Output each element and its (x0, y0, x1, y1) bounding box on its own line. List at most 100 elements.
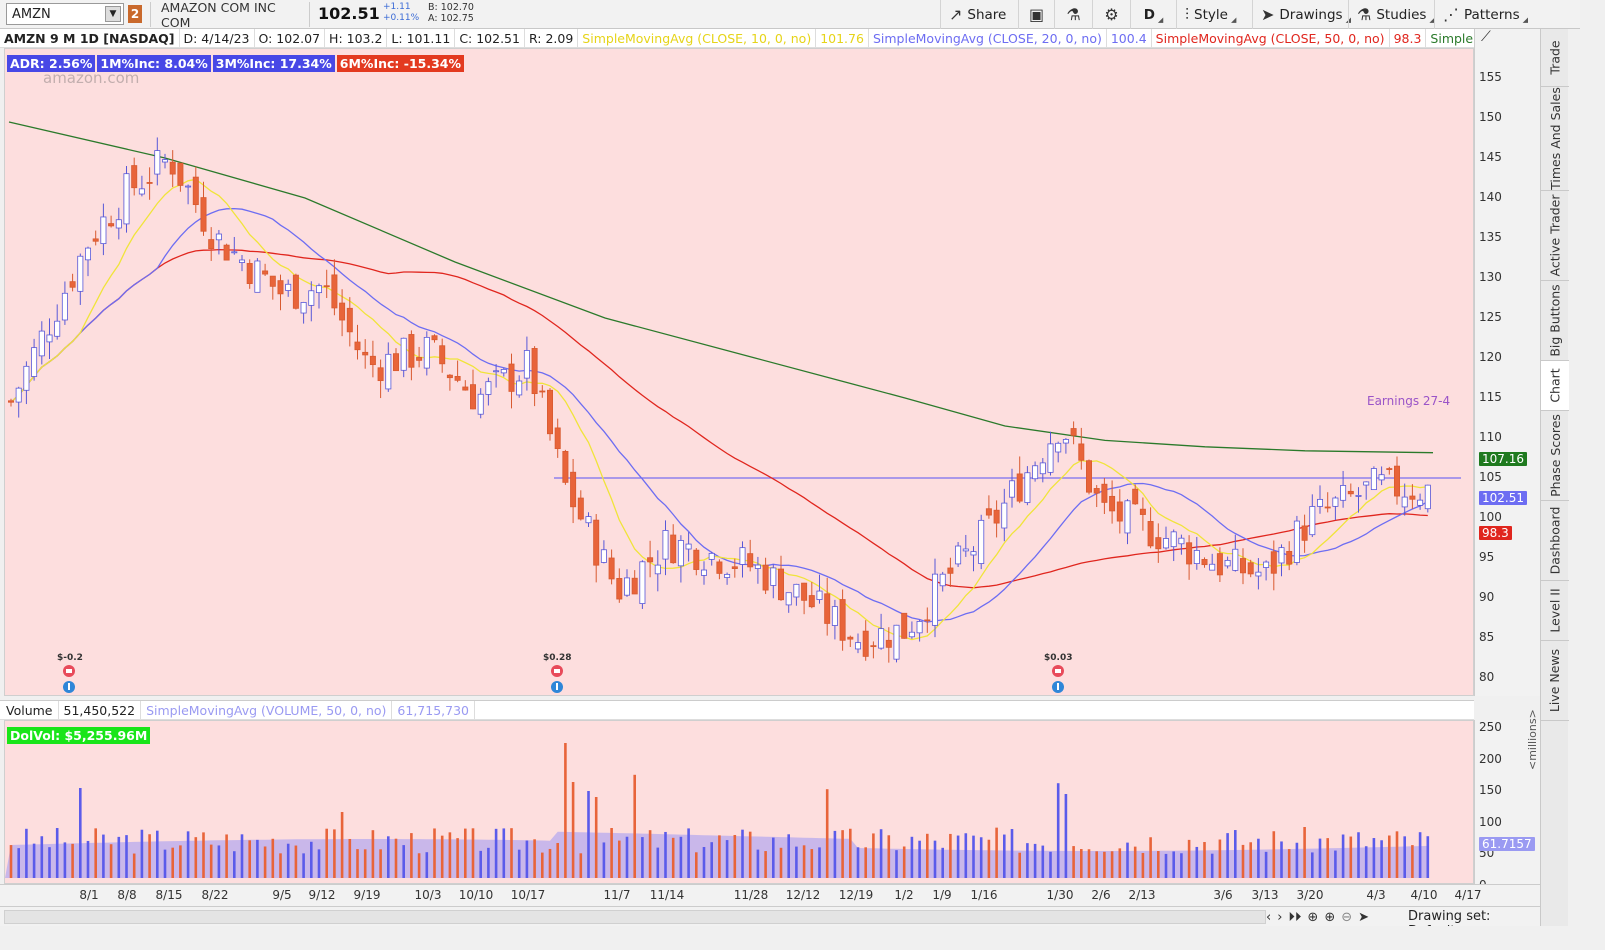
candle[interactable] (200, 181, 207, 236)
candle[interactable] (100, 203, 107, 256)
volume-bar[interactable] (333, 829, 336, 878)
candle[interactable] (539, 385, 546, 398)
volume-bar[interactable] (17, 848, 20, 878)
aggregation-button[interactable]: D ◢ (1130, 0, 1176, 29)
volume-bar[interactable] (1264, 851, 1268, 878)
candle[interactable] (1024, 466, 1031, 506)
candle[interactable] (31, 338, 38, 381)
volume-bar[interactable] (741, 829, 744, 878)
volume-bar[interactable] (356, 849, 359, 878)
candle[interactable] (855, 633, 862, 654)
candle[interactable] (354, 324, 361, 360)
volume-bar[interactable] (841, 830, 844, 878)
volume-bar[interactable] (410, 833, 413, 878)
candle[interactable] (516, 375, 523, 398)
candle[interactable] (1193, 536, 1200, 570)
candle[interactable] (955, 541, 962, 567)
fast-forward-icon[interactable]: ⏵⏵ (1288, 909, 1302, 925)
candle[interactable] (1255, 558, 1262, 590)
volume-bar[interactable] (564, 743, 567, 878)
volume-bar[interactable] (733, 834, 737, 878)
candle[interactable] (577, 490, 584, 521)
candle[interactable] (431, 334, 438, 343)
sidebar-tab-chart[interactable]: Chart (1541, 361, 1569, 411)
volume-bar[interactable] (117, 836, 121, 878)
share-button[interactable]: ↗ Share (940, 0, 1014, 29)
volume-bar[interactable] (1003, 834, 1006, 878)
candle[interactable] (647, 540, 654, 578)
volume-bar[interactable] (240, 834, 244, 878)
volume-bar[interactable] (1149, 837, 1152, 878)
volume-bar[interactable] (964, 833, 968, 878)
sma200-line[interactable] (8, 121, 1434, 454)
volume-bar[interactable] (1018, 852, 1021, 878)
candle[interactable] (1039, 458, 1046, 483)
candle[interactable] (870, 641, 877, 659)
volume-bar[interactable] (702, 847, 706, 878)
volume-bar[interactable] (456, 838, 459, 878)
volume-bar[interactable] (1287, 849, 1291, 878)
candle[interactable] (223, 243, 230, 261)
volume-bar[interactable] (1426, 836, 1430, 878)
sma10-study-label[interactable]: SimpleMovingAvg (CLOSE, 10, 0, no) (578, 29, 817, 47)
volume-bar[interactable] (379, 849, 382, 878)
volume-bar[interactable] (525, 840, 529, 878)
candle[interactable] (446, 374, 453, 391)
volume-bar[interactable] (217, 845, 221, 878)
volume-bar[interactable] (1049, 851, 1052, 878)
sidebar-tab-level-ii[interactable]: Level II (1541, 581, 1569, 641)
candle[interactable] (1216, 547, 1223, 582)
volume-bar[interactable] (556, 842, 559, 878)
volume-bar[interactable] (294, 845, 298, 878)
symbol-text[interactable]: AMZN (12, 6, 51, 22)
volume-bar[interactable] (256, 839, 259, 878)
volume-label[interactable]: Volume (0, 700, 59, 720)
candle[interactable] (1270, 540, 1277, 591)
candle[interactable] (1209, 553, 1216, 571)
volume-bar[interactable] (541, 852, 544, 878)
candle[interactable] (685, 532, 692, 562)
candle[interactable] (639, 560, 646, 609)
candle[interactable] (1340, 470, 1347, 508)
volume-bar[interactable] (949, 833, 952, 878)
volume-bar[interactable] (926, 833, 929, 878)
volume-bar[interactable] (1064, 794, 1068, 878)
patterns-button[interactable]: ⋰ Patterns ◢ (1434, 0, 1534, 29)
volume-bar[interactable] (856, 847, 860, 878)
volume-bar[interactable] (795, 846, 798, 878)
volume-bar[interactable] (9, 845, 13, 878)
candle[interactable] (608, 549, 615, 585)
volume-bar[interactable] (748, 831, 752, 878)
volume-bar[interactable] (602, 842, 606, 878)
candle[interactable] (308, 281, 315, 322)
candle[interactable] (1062, 438, 1069, 454)
volume-bar[interactable] (695, 852, 698, 878)
volume-bar[interactable] (825, 789, 829, 878)
volume-bar[interactable] (1403, 836, 1406, 878)
candle[interactable] (392, 348, 399, 372)
volume-bar[interactable] (802, 845, 806, 878)
candle[interactable] (1055, 441, 1062, 463)
candle[interactable] (793, 583, 800, 606)
volume-bar[interactable] (1218, 839, 1222, 878)
volume-bar[interactable] (864, 847, 867, 878)
candle[interactable] (562, 449, 569, 485)
studies-button[interactable]: ⚗ Studies ◢ (1348, 0, 1443, 29)
volume-bar[interactable] (1164, 853, 1168, 878)
chevron-down-icon[interactable]: ▼ (105, 6, 121, 22)
volume-sma-label[interactable]: SimpleMovingAvg (VOLUME, 50, 0, no) (141, 700, 393, 720)
candle[interactable] (677, 535, 684, 583)
volume-bar[interactable] (918, 840, 921, 878)
volume-bar[interactable] (1380, 840, 1383, 878)
candle[interactable] (115, 207, 122, 240)
candle[interactable] (670, 524, 677, 564)
flask-button[interactable]: ⚗ (1054, 0, 1092, 29)
volume-bar[interactable] (1072, 846, 1075, 878)
volume-bar[interactable] (387, 836, 390, 878)
volume-bar[interactable] (479, 850, 482, 878)
candle[interactable] (339, 289, 346, 337)
volume-bar[interactable] (779, 847, 783, 878)
volume-bar[interactable] (987, 839, 991, 878)
volume-bar[interactable] (641, 837, 644, 878)
volume-bar[interactable] (317, 849, 321, 878)
